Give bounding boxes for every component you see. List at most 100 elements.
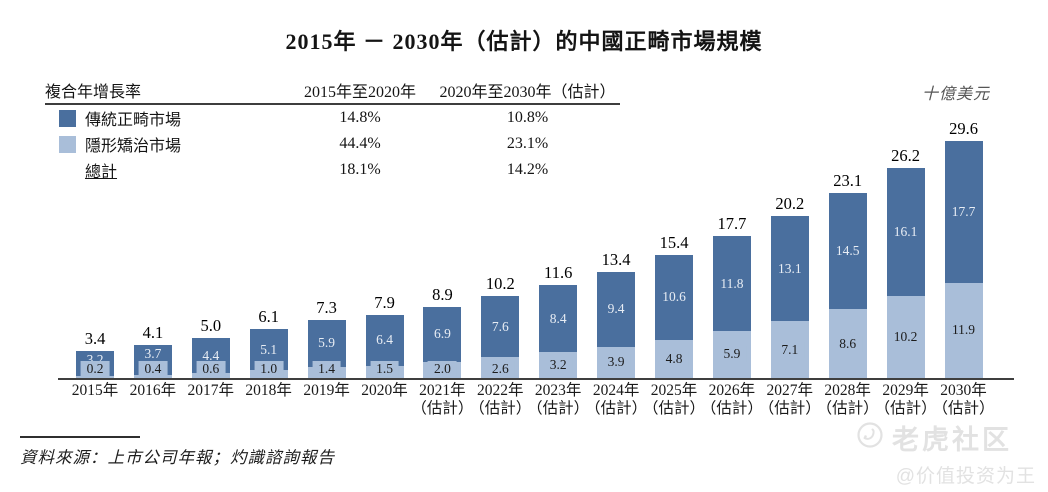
cagr-row-total: 總計 18.1% 14.2% — [45, 157, 620, 183]
legend-label-invisible: 隱形矯治市場 — [85, 138, 182, 155]
segment-value-invisible: 7.1 — [775, 341, 805, 358]
bar-total-label: 8.9 — [432, 284, 453, 304]
cagr-header-metric: 複合年增長率 — [45, 78, 285, 102]
x-axis-label-2020年: 2020年 — [361, 382, 408, 399]
segment-value-traditional: 13.1 — [777, 260, 802, 276]
segment-value-invisible: 3.9 — [601, 354, 631, 371]
bar-total-label: 13.4 — [601, 249, 631, 269]
segment-value-traditional: 5.1 — [260, 341, 278, 357]
x-axis-label-2016年: 2016年 — [129, 382, 177, 399]
segment-value-invisible: 4.8 — [659, 350, 689, 367]
segment-value-invisible: 1.0 — [254, 361, 284, 377]
segment-value-invisible: 11.9 — [945, 322, 982, 339]
stacked-bar-chart: 3.2 0.2 3.4 3.7 0.4 4.1 4.4 0.6 5.0 5.1 1.0 6.1 5.9 1… — [58, 118, 1014, 380]
segment-value-traditional: 7.6 — [491, 318, 509, 334]
x-axis-estimate-suffix: （估計） — [411, 400, 474, 417]
segment-invisible: 3.9 — [597, 346, 636, 378]
segment-invisible: 1.0 — [249, 361, 288, 378]
bar-2029年: 16.1 10.2 26.2 — [886, 146, 925, 378]
watermark: 老虎社区 @价值投资为王 — [857, 418, 1042, 488]
bar-2025年: 10.6 4.8 15.4 — [655, 233, 693, 378]
segment-invisible: 1.4 — [307, 361, 346, 378]
segment-value-traditional: 5.9 — [318, 335, 336, 351]
segment-invisible: 3.2 — [539, 352, 578, 378]
segment-traditional: 10.6 — [655, 254, 693, 340]
cagr-value: 44.4% — [339, 135, 381, 152]
cagr-header-period1: 2015年至2020年 — [303, 83, 416, 101]
x-axis-labels: 2015年 2016年 2017年 2018年 2019年 2020年 2021年 （估計） 2… — [58, 382, 1014, 422]
segment-value-invisible: 3.2 — [543, 357, 573, 374]
segment-invisible: 0.4 — [133, 361, 172, 378]
x-axis-estimate-suffix: （估計） — [527, 400, 590, 417]
segment-traditional: 16.1 — [886, 167, 925, 297]
segment-value-traditional: 9.4 — [607, 301, 625, 317]
y-axis-unit-label: 十億美元 — [921, 86, 990, 103]
x-axis-label-2026年: 2026年 （估計） — [697, 382, 767, 418]
segment-value-invisible: 8.6 — [833, 335, 863, 352]
x-axis-label-2015年: 2015年 — [71, 382, 119, 399]
segment-value-traditional: 16.1 — [893, 224, 918, 239]
segment-traditional: 13.1 — [770, 216, 809, 322]
segment-traditional: 14.5 — [828, 193, 867, 310]
bar-2026年: 11.8 5.9 17.7 — [712, 214, 751, 378]
watermark-handle: @价值投资为王 — [895, 466, 1036, 487]
bar-2020年: 6.4 1.5 7.9 — [365, 293, 404, 378]
segment-value-traditional: 17.7 — [951, 204, 976, 219]
segment-value-traditional: 14.5 — [835, 243, 860, 259]
bar-2016年: 3.7 0.4 4.1 — [133, 323, 172, 378]
x-axis-label-2018年: 2018年 — [245, 382, 292, 399]
bar-2019年: 5.9 1.4 7.3 — [307, 298, 346, 378]
source-divider — [20, 436, 140, 438]
x-axis-estimate-suffix: （估計） — [469, 400, 532, 417]
x-axis-label-2028年: 2028年 （估計） — [813, 382, 883, 418]
cagr-value: 18.1% — [339, 161, 381, 178]
bar-total-label: 17.7 — [717, 214, 747, 234]
x-axis-label-2024年: 2024年 （估計） — [581, 382, 651, 418]
segment-value-invisible: 2.0 — [427, 361, 457, 377]
bar-2024年: 9.4 3.9 13.4 — [597, 250, 636, 378]
segment-traditional: 9.4 — [597, 271, 636, 347]
bar-2021年: 6.9 2.0 8.9 — [423, 285, 462, 378]
x-axis-estimate-suffix: （估計） — [758, 400, 821, 417]
segment-value-invisible: 0.6 — [196, 361, 226, 377]
segment-traditional: 5.9 — [307, 319, 346, 367]
x-axis-estimate-suffix: （估計） — [932, 400, 995, 417]
segment-traditional: 7.6 — [481, 296, 520, 358]
bar-total-label: 26.2 — [891, 145, 921, 165]
bar-2017年: 4.4 0.6 5.0 — [191, 316, 230, 378]
cagr-legend-table: 複合年增長率 2015年至2020年 2020年至2030年（估計） 傳統正畸市… — [45, 76, 620, 183]
segment-invisible: 10.2 — [886, 296, 925, 378]
x-axis-label-2029年: 2029年 （估計） — [871, 382, 941, 418]
bar-total-label: 20.2 — [775, 194, 805, 214]
cagr-header-row: 複合年增長率 2015年至2020年 2020年至2030年（估計） — [45, 76, 620, 105]
cagr-value: 23.1% — [506, 135, 549, 152]
segment-value-traditional: 6.9 — [433, 326, 451, 342]
x-axis-label-2030年: 2030年 （估計） — [929, 382, 999, 418]
bar-2018年: 5.1 1.0 6.1 — [249, 307, 288, 378]
segment-value-invisible: 10.2 — [887, 329, 924, 346]
cagr-header-metric-label: 複合年增長率 — [45, 83, 142, 101]
x-axis-label-2023年: 2023年 （估計） — [523, 382, 593, 418]
cagr-value: 10.8% — [506, 109, 549, 126]
segment-value-invisible: 2.6 — [485, 361, 515, 377]
segment-value-invisible: 0.2 — [80, 361, 110, 377]
segment-traditional: 17.7 — [944, 141, 983, 283]
source-note: 資料來源：上市公司年報；灼識諮詢報告 — [20, 448, 335, 467]
segment-invisible: 7.1 — [770, 321, 809, 378]
x-axis-estimate-suffix: （估計） — [816, 400, 879, 417]
segment-value-invisible: 1.4 — [312, 361, 342, 377]
segment-invisible: 2.0 — [423, 361, 462, 378]
legend-swatch-invisible-icon — [59, 135, 76, 153]
bar-total-label: 23.1 — [833, 171, 863, 191]
bar-total-label: 7.3 — [316, 297, 337, 317]
segment-invisible: 11.9 — [944, 282, 983, 378]
x-axis-label-2021年: 2021年 （估計） — [407, 382, 477, 418]
segment-value-traditional: 4.4 — [202, 347, 220, 363]
segment-value-traditional: 8.4 — [549, 310, 567, 326]
segment-traditional: 11.8 — [712, 236, 751, 331]
segment-invisible: 1.5 — [365, 361, 404, 378]
bar-total-label: 7.9 — [374, 292, 395, 312]
bar-total-label: 4.1 — [142, 323, 164, 343]
cagr-value: 14.8% — [339, 109, 381, 126]
segment-invisible: 0.2 — [76, 361, 114, 378]
